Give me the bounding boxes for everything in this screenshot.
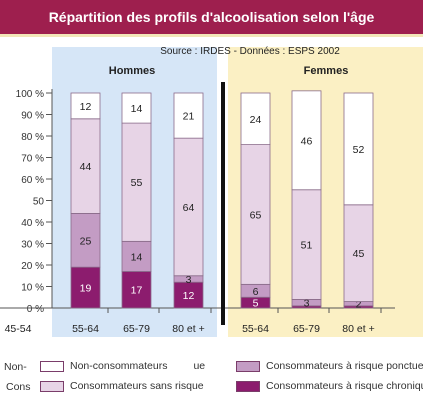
bar-segment-non [121,92,152,124]
bar-value-label: 3 [186,274,192,286]
bar-segment-sans [240,144,271,285]
group-title-0: Hommes [109,65,155,77]
bar-value-label: 44 [80,161,92,173]
bar-value-label: 3 [304,298,310,310]
bar-value-label: 17 [131,285,143,297]
bar-segment-sans [173,137,204,277]
bar-segment-sans [70,118,101,214]
bar-value-label: 46 [301,135,313,147]
legend-swatch-sans [40,380,64,392]
y-tick-label: 80 % [21,132,44,143]
y-tick-label: 90 % [21,111,44,122]
bar-segment-sans [343,204,374,302]
bar-segment-ponctuel [121,240,152,272]
y-tick-label: 40 % [21,218,44,229]
bar-value-label: 65 [250,209,262,221]
x-tick-label: 80 et + [342,323,374,335]
x-tick-label: 65-79 [123,323,150,335]
legend-label-cut-tail: ue [193,360,206,372]
panel-divider [221,82,225,325]
bar-segment-non [240,92,271,145]
legend-item-cut-cons: Cons [6,381,31,393]
legend-label-cut-cons: Cons [6,381,31,393]
bar-value-label: 12 [183,290,195,302]
bar-value-label: 21 [183,111,195,123]
y-tick-label: 100 % [16,89,44,100]
group-title-1: Femmes [304,65,349,77]
y-tick-label: 50 [33,197,45,208]
legend-item-risque-ponctuel: Consommateurs à risque ponctue [236,360,423,372]
bar-value-label: 19 [80,283,92,295]
bar-value-label: 14 [131,103,143,115]
bar-value-label: 5 [253,298,259,310]
y-tick-label: 60 % [21,175,44,186]
legend-label-ponctuel: Consommateurs à risque ponctue [266,360,423,372]
legend-swatch-ponctuel [236,360,260,372]
bar-value-label: 6 [253,286,259,298]
x-tick-label: 80 et + [172,323,204,335]
bar-value-label: 12 [80,101,92,113]
bar-value-label: 52 [353,144,365,156]
legend-label-chronique: Consommateurs à risque chroniqu [266,380,423,392]
bar-value-label: 14 [131,251,143,263]
bar-segment-ponctuel [70,212,101,268]
bar-segment-non [70,92,101,120]
legend-swatch-chronique [236,380,260,392]
bar-segment-non [291,90,322,191]
legend-item-cut-non: Non- [4,361,27,373]
bar-segment-chronique [173,281,204,309]
legend-item-consommateurs-sans-risque: Consommateurs sans risque [40,380,204,392]
legend-label-non: Non-consommateurs [70,360,168,372]
chart-area: Source : IRDES - Données : ESPS 2002 Homm… [0,46,423,337]
bar-value-label: 55 [131,177,143,189]
legend-label-sans: Consommateurs sans risque [70,380,204,392]
bar-value-label: 64 [183,202,195,214]
bar-value-label: 2 [356,299,362,311]
chart-source: Source : IRDES - Données : ESPS 2002 [160,46,340,57]
x-tick-label: 55-64 [242,323,269,335]
bar-value-label: 45 [353,248,365,260]
bar-value-label: 25 [80,235,92,247]
bar-segment-non [343,92,374,206]
x-tick-label: 65-79 [293,323,320,335]
y-tick-label: 0 % [27,304,44,315]
legend-swatch-non [40,360,64,372]
bar-segment-chronique [121,271,152,309]
legend-label-cut-non: Non- [4,361,27,373]
y-tick-label: 30 % [21,240,44,251]
y-tick-label: 70 % [21,154,44,165]
legend-item-risque-chronique: Consommateurs à risque chroniqu [236,380,423,392]
y-tick-label: 10 % [21,283,44,294]
bar-segment-non [173,92,204,139]
x-tick-label-cut: 45-54 [5,323,32,335]
bar-segment-sans [121,122,152,242]
x-tick-label: 55-64 [72,323,99,335]
legend-item-non-consommateurs: Non-consommateurs ue [40,360,205,372]
chart-title: Répartition des profils d'alcoolisation … [0,0,423,37]
y-tick-label: 20 % [21,261,44,272]
bar-value-label: 24 [250,114,262,126]
bar-value-label: 51 [301,240,313,252]
